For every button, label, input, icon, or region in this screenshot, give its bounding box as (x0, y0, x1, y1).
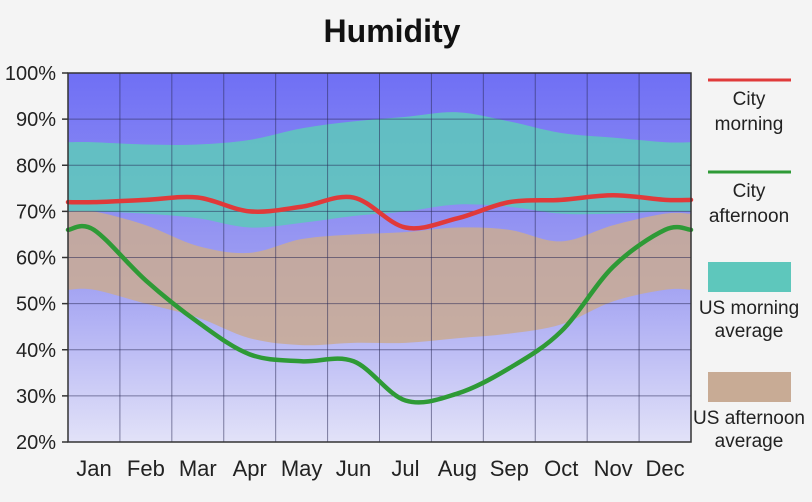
legend-swatch-box (708, 262, 791, 292)
legend-label: US morning (699, 298, 799, 319)
legend-label: City (733, 181, 766, 202)
x-tick-label: Oct (544, 456, 578, 481)
x-tick-label: Mar (179, 456, 217, 481)
axes-layer: 20% 30% 40% 50% 60% 70% 80% 90% 100% Jan Feb Mar Apr… (5, 63, 692, 481)
y-tick-label: 60% (16, 248, 56, 270)
y-tick-label: 100% (5, 63, 56, 85)
x-tick-label: Jul (391, 456, 419, 481)
legend-label: US afternoon (693, 408, 805, 429)
y-tick-label: 70% (16, 201, 56, 223)
legend-label: average (715, 431, 784, 452)
x-tick-label: Jan (76, 456, 111, 481)
x-tick-label: Dec (645, 456, 684, 481)
x-tick-label: Apr (233, 456, 267, 481)
y-tick-label: 50% (16, 294, 56, 316)
chart-title: Humidity (324, 13, 461, 49)
y-tick-label: 20% (16, 432, 56, 454)
y-tick-label: 90% (16, 109, 56, 131)
legend-swatch-box (708, 372, 791, 402)
legend-label: average (715, 321, 784, 342)
y-tick-label: 30% (16, 386, 56, 408)
y-tick-label: 80% (16, 155, 56, 177)
x-tick-label: Aug (438, 456, 477, 481)
legend-item-city-afternoon: City afternoon (708, 170, 791, 227)
x-tick-label: Nov (594, 456, 633, 481)
legend-item-city-morning: City morning (708, 78, 791, 135)
x-tick-label: Sep (490, 456, 529, 481)
legend-label: afternoon (709, 206, 789, 227)
y-tick-label: 40% (16, 340, 56, 362)
series-line-city-afternoon (65, 223, 694, 405)
line-layer (65, 192, 694, 405)
x-tick-label: Jun (336, 456, 371, 481)
x-tick-label: May (281, 456, 323, 481)
series-line-city-morning (65, 192, 694, 231)
legend-label: morning (715, 114, 784, 135)
x-tick-label: Feb (127, 456, 165, 481)
legend-label: City (733, 89, 766, 110)
